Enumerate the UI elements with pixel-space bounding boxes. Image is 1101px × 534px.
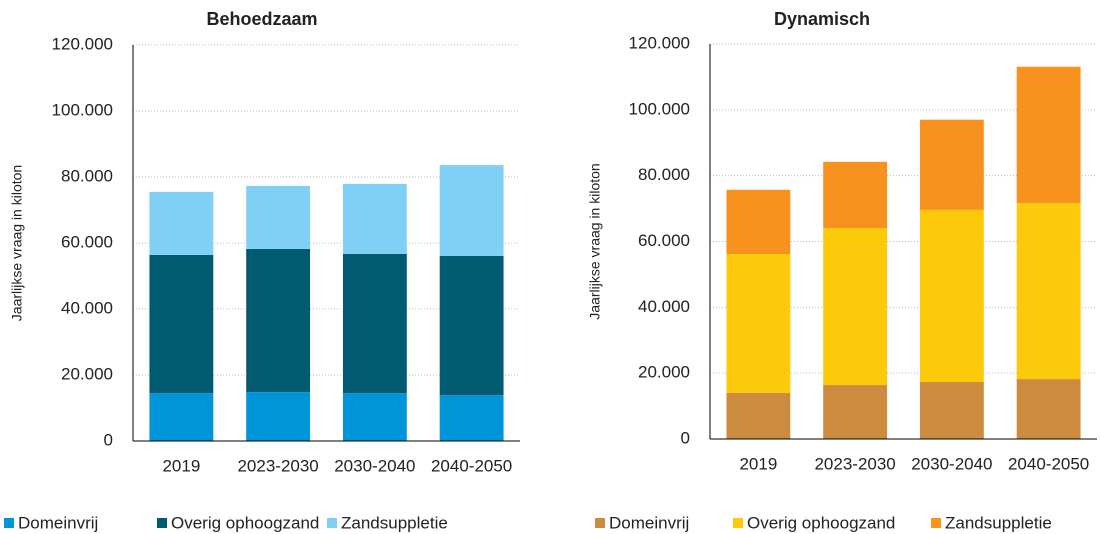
bar-segment [919, 209, 984, 383]
y-tick-label: 60.000 [638, 231, 690, 250]
x-tick-label: 2019 [162, 456, 200, 475]
y-tick-label: 60.000 [61, 232, 113, 251]
bar-segment [439, 165, 504, 256]
x-tick-label: 2023-2030 [237, 456, 318, 475]
y-tick-label: 40.000 [61, 298, 113, 317]
bar-segment [823, 228, 888, 386]
legend-label: Domeinvrij [609, 513, 689, 532]
bar-segment [246, 248, 311, 393]
legend-swatch [4, 518, 14, 528]
bar-segment [342, 253, 407, 394]
bar-segment [1016, 379, 1081, 439]
legend-swatch [595, 518, 605, 528]
x-tick-label: 2030-2040 [911, 454, 992, 473]
legend-label: Overig ophoogzand [171, 513, 319, 532]
y-tick-label: 80.000 [638, 165, 690, 184]
bar-segment [149, 393, 214, 441]
bar-segment [1016, 202, 1081, 380]
bar-segment [246, 392, 311, 441]
legend-label: Zandsuppletie [341, 513, 448, 532]
x-tick-label: 2040-2050 [431, 456, 512, 475]
y-tick-label: 80.000 [61, 166, 113, 185]
legend-swatch [157, 518, 167, 528]
bar-segment [342, 183, 407, 254]
bar-segment [823, 161, 888, 229]
legend-label: Zandsuppletie [945, 513, 1052, 532]
y-tick-label: 100.000 [629, 99, 690, 118]
y-tick-label: 120.000 [52, 34, 113, 53]
y-tick-label: 40.000 [638, 297, 690, 316]
x-tick-label: 2023-2030 [814, 454, 895, 473]
y-axis-label: Jaarlijkse vraag in kiloton [9, 165, 25, 321]
bar-segment [342, 393, 407, 441]
legend-swatch [327, 518, 337, 528]
bar-segment [919, 382, 984, 439]
legend-label: Overig ophoogzand [747, 513, 895, 532]
x-tick-label: 2030-2040 [334, 456, 415, 475]
bar-segment [1016, 66, 1081, 203]
y-tick-label: 100.000 [52, 100, 113, 119]
legend-swatch [931, 518, 941, 528]
y-tick-label: 20.000 [638, 363, 690, 382]
legend-label: Domeinvrij [18, 513, 98, 532]
bar-segment [149, 254, 214, 394]
bar-segment [439, 395, 504, 441]
y-tick-label: 0 [104, 430, 113, 449]
x-tick-label: 2019 [739, 454, 777, 473]
y-tick-label: 120.000 [629, 33, 690, 52]
y-axis-label: Jaarlijkse vraag in kiloton [587, 163, 603, 319]
bar-segment [726, 189, 791, 255]
bar-segment [149, 191, 214, 255]
bar-segment [439, 255, 504, 396]
bar-segment [919, 119, 984, 210]
bar-segment [726, 254, 791, 393]
chart-title: Behoedzaam [206, 9, 317, 29]
chart-title: Dynamisch [774, 9, 870, 29]
bar-segment [246, 185, 311, 249]
bar-segment [823, 385, 888, 439]
legend-swatch [733, 518, 743, 528]
y-tick-label: 0 [681, 428, 690, 447]
x-tick-label: 2040-2050 [1008, 454, 1089, 473]
bar-segment [726, 392, 791, 439]
y-tick-label: 20.000 [61, 364, 113, 383]
